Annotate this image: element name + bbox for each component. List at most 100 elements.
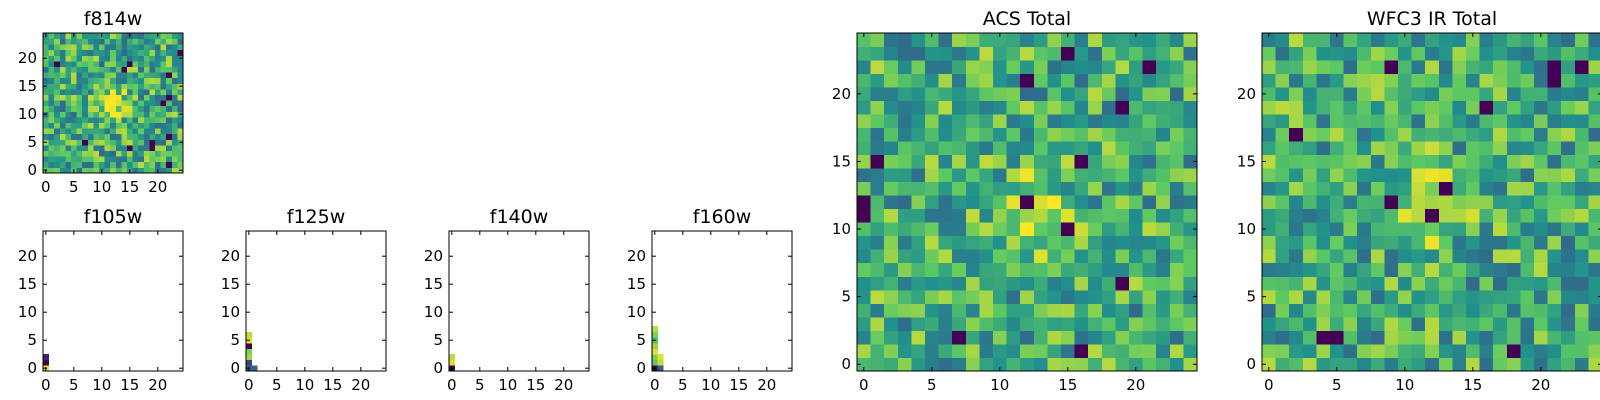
heatmap-cell bbox=[171, 128, 178, 135]
heatmap-cell bbox=[65, 33, 72, 39]
heatmap-cell bbox=[160, 55, 167, 62]
heatmap-cell bbox=[110, 156, 117, 163]
heatmap-cell bbox=[1088, 100, 1103, 115]
heatmap-cell bbox=[1452, 235, 1467, 250]
heatmap-cell bbox=[1088, 235, 1103, 250]
heatmap-cell bbox=[1006, 114, 1021, 129]
heatmap-cell bbox=[1061, 208, 1075, 223]
heatmap-cell bbox=[1275, 100, 1290, 115]
y-tick-label: 0 bbox=[841, 355, 851, 373]
heatmap-cell bbox=[76, 61, 83, 67]
heatmap-cell bbox=[911, 222, 926, 237]
heatmap-cell bbox=[127, 72, 133, 79]
heatmap-cell bbox=[897, 127, 912, 142]
heatmap-cell bbox=[911, 33, 926, 47]
heatmap-cell bbox=[1061, 60, 1075, 74]
heatmap-cell bbox=[166, 83, 173, 90]
heatmap-cell bbox=[110, 117, 117, 123]
heatmap-cell bbox=[1398, 357, 1412, 372]
heatmap-cell bbox=[925, 114, 939, 129]
heatmap-cell bbox=[54, 66, 61, 73]
heatmap-cell bbox=[1006, 276, 1021, 291]
heatmap-cell bbox=[652, 359, 658, 366]
heatmap-cell bbox=[1020, 195, 1035, 210]
heatmap-cell bbox=[870, 195, 885, 210]
heatmap-cell bbox=[1561, 262, 1576, 277]
heatmap-cell bbox=[1183, 343, 1198, 358]
heatmap-cell bbox=[1425, 330, 1440, 345]
x-tick-label: 10 bbox=[92, 376, 111, 394]
heatmap-cell bbox=[1574, 289, 1589, 304]
heatmap-cell bbox=[925, 87, 939, 101]
heatmap-cell bbox=[1574, 46, 1589, 61]
heatmap-cell bbox=[59, 38, 66, 45]
heatmap-cell bbox=[1129, 208, 1143, 223]
heatmap-cell bbox=[1398, 127, 1412, 142]
heatmap-cell bbox=[1275, 343, 1290, 358]
heatmap-cell bbox=[1020, 168, 1035, 183]
heatmap-cell bbox=[1142, 141, 1157, 156]
heatmap-cell bbox=[1588, 73, 1600, 88]
heatmap-cell bbox=[1384, 330, 1399, 345]
y-tick-label: 20 bbox=[627, 247, 646, 265]
heatmap-cell bbox=[1588, 303, 1600, 318]
heatmap-cell bbox=[1156, 357, 1171, 372]
heatmap-cell bbox=[127, 150, 133, 157]
heatmap-cell bbox=[43, 359, 49, 366]
heatmap-cell bbox=[884, 249, 899, 264]
heatmap-cell bbox=[93, 139, 100, 146]
heatmap-cell bbox=[76, 66, 83, 73]
heatmap-cell bbox=[149, 145, 156, 151]
heatmap-cell bbox=[1061, 33, 1075, 47]
heatmap-cell bbox=[1302, 100, 1317, 115]
heatmap-cell bbox=[1061, 316, 1075, 331]
y-tick-label: 15 bbox=[627, 275, 646, 293]
heatmap-cell bbox=[1262, 276, 1276, 291]
heatmap-cell bbox=[911, 154, 926, 169]
heatmap-cell bbox=[1384, 262, 1399, 277]
heatmap-cell bbox=[449, 354, 455, 361]
heatmap-cell bbox=[1357, 316, 1372, 331]
heatmap-cell bbox=[104, 156, 111, 163]
heatmap-cell bbox=[155, 111, 161, 118]
heatmap-cell bbox=[104, 161, 111, 168]
heatmap-cell bbox=[870, 316, 885, 331]
heatmap-cell bbox=[132, 55, 139, 62]
heatmap-cell bbox=[1411, 100, 1426, 115]
heatmap-cell bbox=[115, 61, 122, 67]
heatmap-cell bbox=[1506, 235, 1521, 250]
heatmap-cell bbox=[138, 128, 145, 135]
heatmap-cell bbox=[1547, 235, 1562, 250]
heatmap-cell bbox=[857, 46, 871, 61]
heatmap-cell bbox=[1033, 276, 1048, 291]
heatmap-cell bbox=[897, 316, 912, 331]
heatmap-cell bbox=[87, 117, 94, 123]
heatmap-cell bbox=[1115, 60, 1130, 74]
heatmap-cell bbox=[99, 38, 105, 45]
heatmap-cell bbox=[1534, 60, 1548, 74]
x-tick-label: 10 bbox=[990, 376, 1009, 394]
heatmap-cell bbox=[93, 105, 100, 112]
heatmap-cell bbox=[1061, 276, 1075, 291]
heatmap-cell bbox=[87, 33, 94, 39]
heatmap-cell bbox=[1370, 141, 1385, 156]
heatmap-cell bbox=[952, 262, 967, 277]
x-tick-label: 0 bbox=[859, 376, 869, 394]
heatmap-cell bbox=[1115, 343, 1130, 358]
heatmap-cell bbox=[1384, 60, 1399, 74]
heatmap-cell bbox=[121, 66, 128, 73]
y-tick-label: 15 bbox=[424, 275, 443, 293]
heatmap-cell bbox=[1574, 343, 1589, 358]
heatmap-cell bbox=[938, 33, 953, 47]
heatmap-cell bbox=[1302, 249, 1317, 264]
heatmap-cell bbox=[1561, 73, 1576, 88]
heatmap-cell bbox=[1561, 249, 1576, 264]
heatmap-cell bbox=[911, 73, 926, 88]
heatmap-cell bbox=[1316, 154, 1331, 169]
heatmap-cell bbox=[1169, 195, 1184, 210]
heatmap-cell bbox=[155, 100, 161, 107]
heatmap-cell bbox=[1547, 141, 1562, 156]
heatmap-cell bbox=[93, 122, 100, 129]
heatmap-cell bbox=[1561, 222, 1576, 237]
heatmap-cell bbox=[965, 289, 980, 304]
